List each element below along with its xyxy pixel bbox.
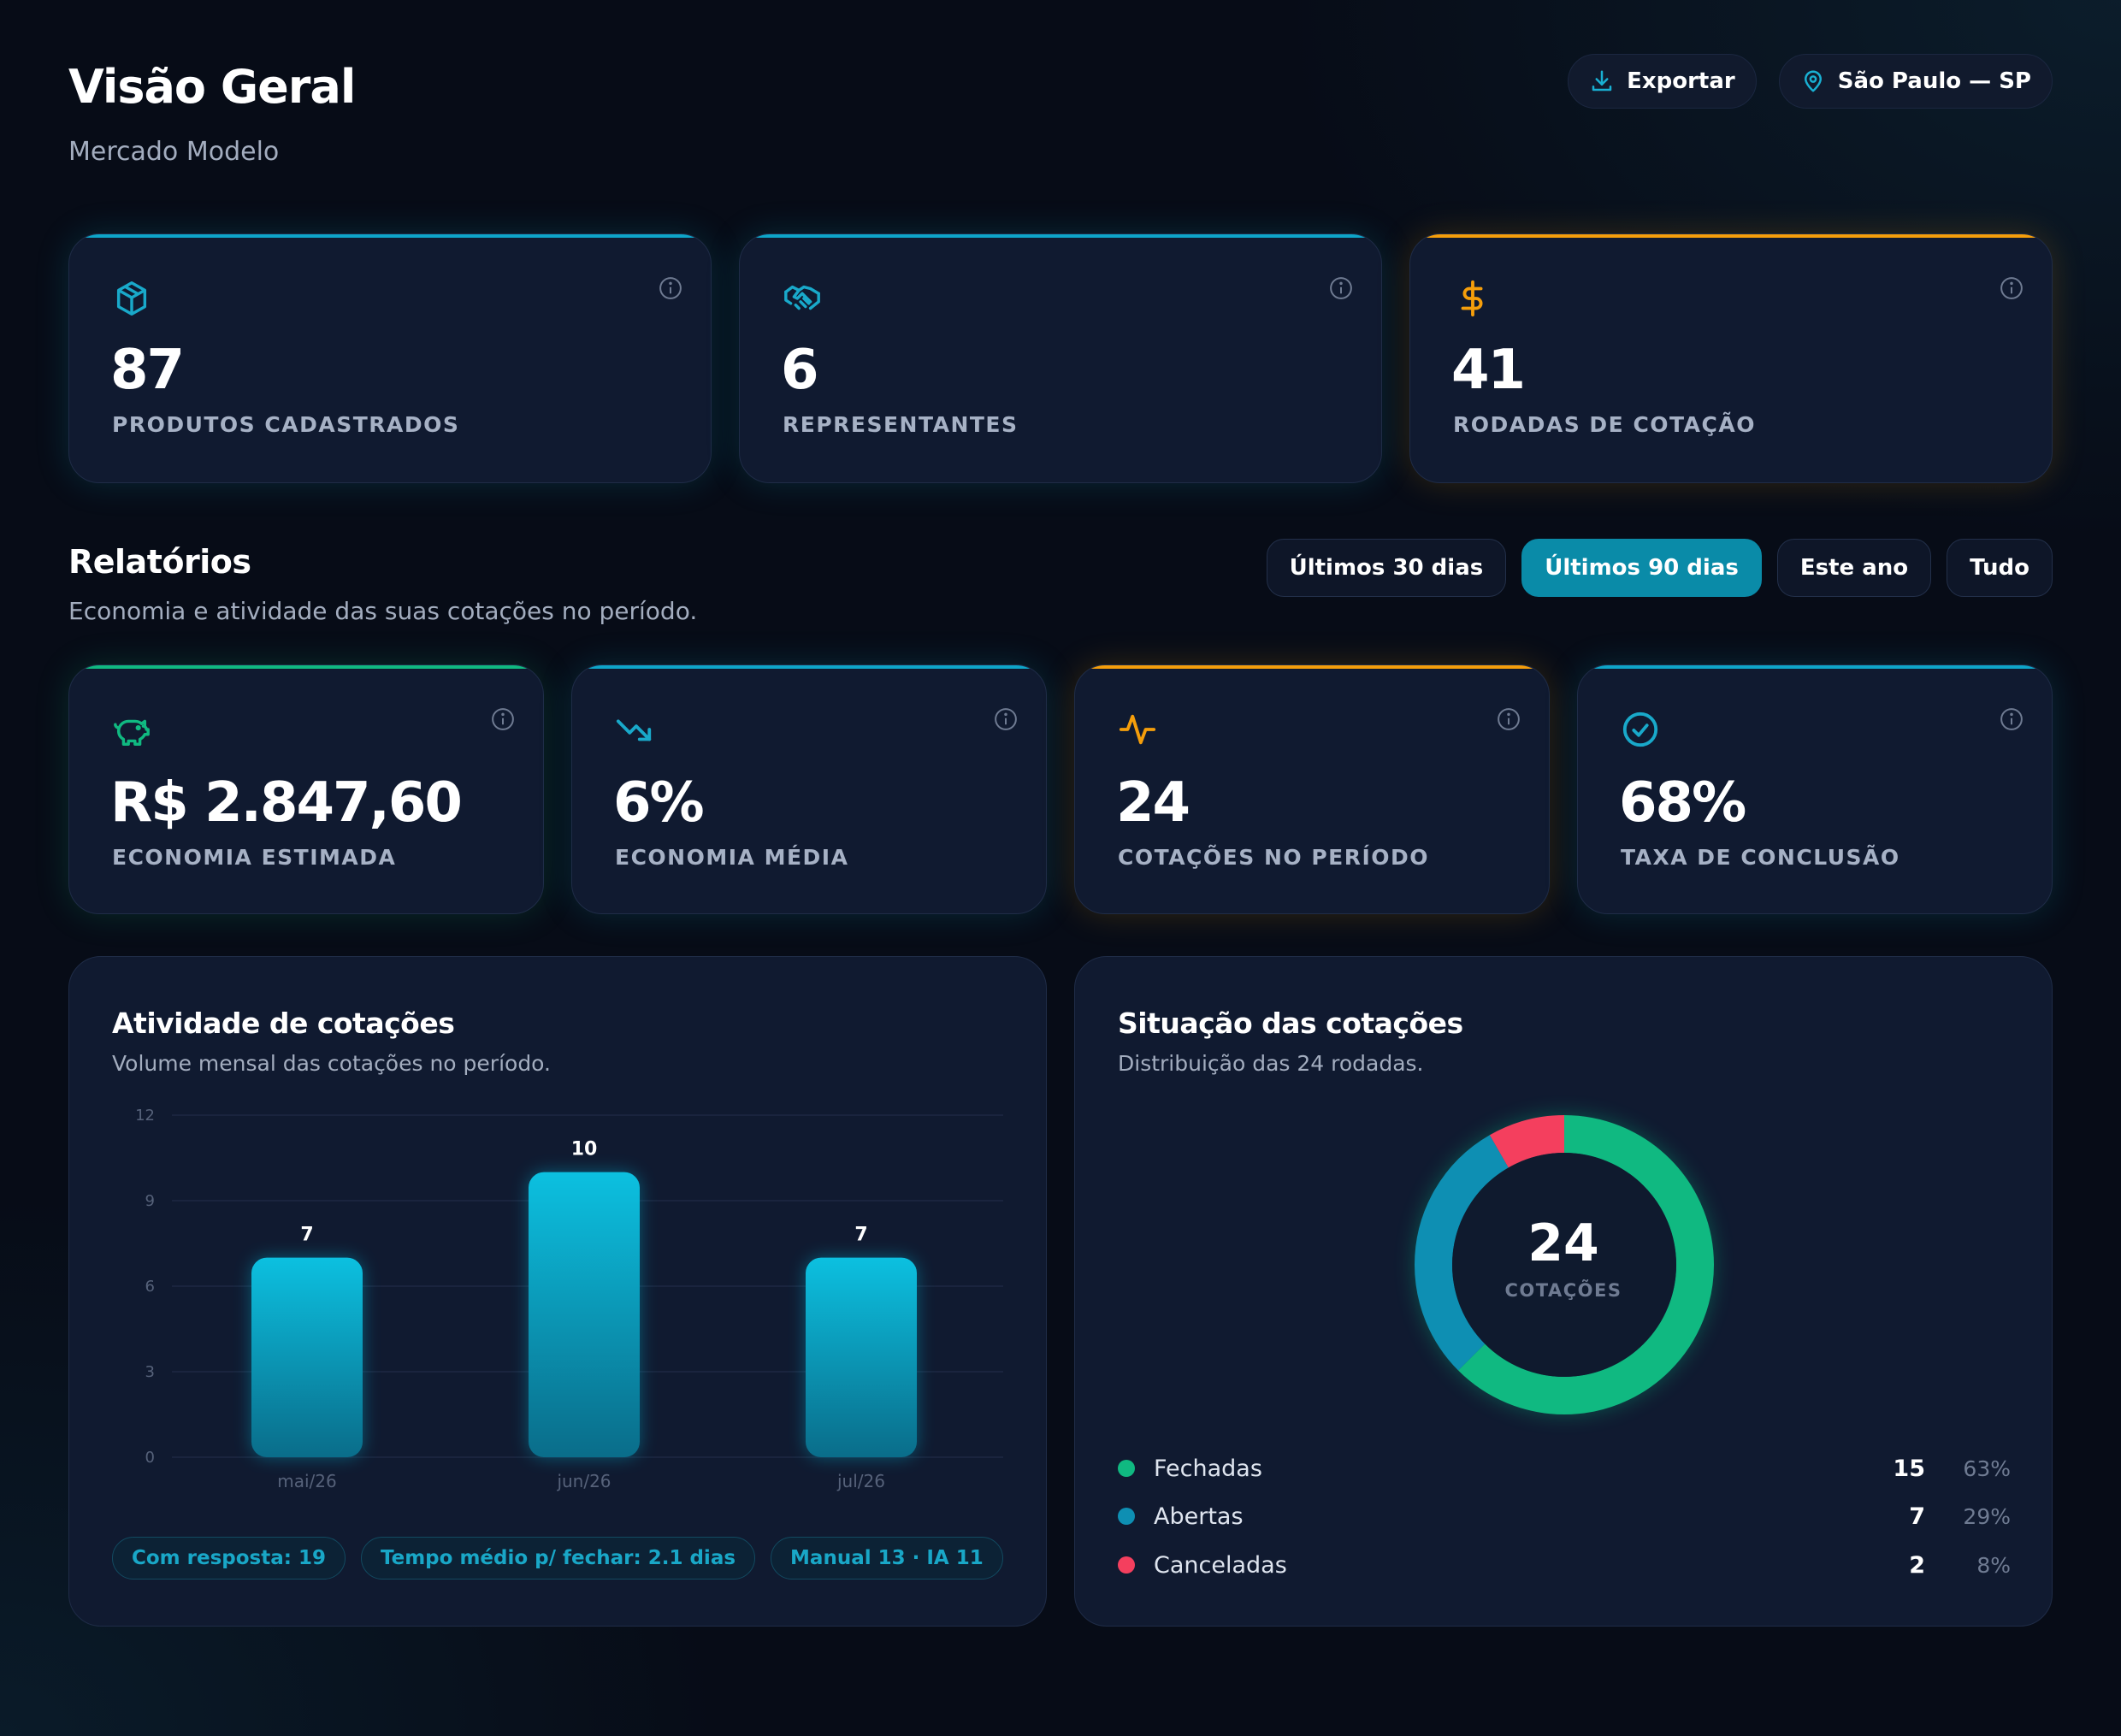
x-tick-label: mai/26 <box>277 1471 336 1491</box>
check-circle-icon <box>1622 712 1658 747</box>
bar-value-label: 10 <box>571 1139 598 1160</box>
legend-label: Canceladas <box>1154 1551 1287 1579</box>
y-tick-label: 9 <box>145 1192 155 1210</box>
export-label: Exportar <box>1627 68 1735 94</box>
stat-value: 87 <box>110 339 185 402</box>
legend-count: 7 <box>1909 1503 1925 1530</box>
legend-count: 15 <box>1893 1455 1925 1482</box>
period-filters: Últimos 30 dias Últimos 90 dias Este ano… <box>1266 539 2053 597</box>
bar[interactable] <box>806 1257 917 1457</box>
legend-dot <box>1118 1508 1135 1525</box>
bar-value-label: 7 <box>300 1225 313 1246</box>
kpi-card-estimated-savings: R$ 2.847,60 ECONOMIA ESTIMADA <box>68 664 544 914</box>
bar[interactable] <box>529 1172 640 1457</box>
filter-this-year[interactable]: Este ano <box>1776 539 1932 597</box>
donut-slice-canceladas[interactable] <box>1415 1115 1714 1414</box>
stat-value: 41 <box>1451 339 1526 402</box>
box-icon <box>116 281 147 316</box>
location-selector[interactable]: São Paulo — SP <box>1778 54 2053 109</box>
stat-value: 68% <box>1619 771 1746 835</box>
status-donut-chart <box>1415 1115 1714 1414</box>
activity-title: Atividade de cotações <box>112 1007 455 1040</box>
stat-value: 6% <box>613 771 705 835</box>
legend-percentage: 8% <box>1976 1552 2011 1578</box>
header-actions: Exportar São Paulo — SP <box>1568 54 2053 109</box>
legend-item-closed: Fechadas 15 63% <box>1118 1451 2011 1485</box>
donut-hole <box>1452 1153 1676 1377</box>
stat-label: PRODUTOS CADASTRADOS <box>112 412 460 437</box>
stat-label: ECONOMIA MÉDIA <box>615 845 849 870</box>
status-title: Situação das cotações <box>1118 1007 1463 1040</box>
stat-value: 6 <box>781 339 819 402</box>
stat-label: REPRESENTANTES <box>783 412 1019 437</box>
donut-slice-abertas[interactable] <box>1415 1115 1714 1414</box>
legend-count: 2 <box>1909 1551 1925 1579</box>
status-legend: Fechadas 15 63% Abertas 7 29% Canceladas… <box>1118 1451 2011 1588</box>
location-label: São Paulo — SP <box>1837 68 2031 94</box>
info-icon[interactable] <box>1496 706 1521 732</box>
y-tick-label: 6 <box>145 1278 155 1296</box>
legend-percentage: 63% <box>1963 1456 2011 1481</box>
y-tick-label: 3 <box>145 1363 155 1381</box>
bar[interactable] <box>251 1257 363 1457</box>
info-icon[interactable] <box>1999 706 2024 732</box>
piggy-bank-icon <box>114 719 150 746</box>
legend-dot <box>1118 1556 1135 1574</box>
activity-subtitle: Volume mensal das cotações no período. <box>112 1051 551 1076</box>
legend-item-canceled: Canceladas 2 8% <box>1118 1548 2011 1582</box>
stat-label: ECONOMIA ESTIMADA <box>112 845 397 870</box>
tag-with-response: Com resposta: 19 <box>112 1537 346 1580</box>
export-button[interactable]: Exportar <box>1568 54 1757 109</box>
info-icon[interactable] <box>993 706 1019 732</box>
summary-card-products: 87 PRODUTOS CADASTRADOS <box>68 233 712 483</box>
filter-last-90-days[interactable]: Últimos 90 dias <box>1521 539 1762 597</box>
page-title: Visão Geral <box>68 60 356 114</box>
activity-icon <box>1119 714 1156 745</box>
kpi-card-average-savings: 6% ECONOMIA MÉDIA <box>571 664 1047 914</box>
status-subtitle: Distribuição das 24 rodadas. <box>1118 1051 1424 1076</box>
filter-last-30-days[interactable]: Últimos 30 dias <box>1266 539 1507 597</box>
legend-label: Fechadas <box>1154 1455 1262 1482</box>
reports-title: Relatórios <box>68 543 251 581</box>
handshake-icon <box>784 285 820 310</box>
legend-percentage: 29% <box>1963 1503 2011 1529</box>
activity-tags: Com resposta: 19 Tempo médio p/ fechar: … <box>112 1537 1003 1580</box>
legend-item-open: Abertas 7 29% <box>1118 1499 2011 1533</box>
download-icon <box>1592 70 1612 92</box>
kpi-card-quotes-in-period: 24 COTAÇÕES NO PERÍODO <box>1074 664 1550 914</box>
map-pin-icon <box>1804 70 1822 92</box>
dollar-icon <box>1461 280 1483 317</box>
tag-manual-vs-ai: Manual 13 · IA 11 <box>771 1537 1003 1580</box>
status-panel: Situação das cotações Distribuição das 2… <box>1074 956 2053 1627</box>
page-subtitle: Mercado Modelo <box>68 137 280 167</box>
activity-panel: Atividade de cotações Volume mensal das … <box>68 956 1047 1627</box>
info-icon[interactable] <box>1999 275 2024 301</box>
tag-average-close-time: Tempo médio p/ fechar: 2.1 dias <box>360 1537 756 1580</box>
y-tick-label: 0 <box>145 1449 155 1467</box>
stat-value: 24 <box>1116 771 1190 835</box>
summary-card-quote-rounds: 41 RODADAS DE COTAÇÃO <box>1409 233 2053 483</box>
info-icon[interactable] <box>490 706 516 732</box>
summary-card-representatives: 6 REPRESENTANTES <box>739 233 1382 483</box>
info-icon[interactable] <box>1328 275 1354 301</box>
trending-down-icon <box>616 719 652 741</box>
stat-label: COTAÇÕES NO PERÍODO <box>1118 845 1430 870</box>
x-tick-label: jul/26 <box>836 1471 885 1491</box>
kpi-card-completion-rate: 68% TAXA DE CONCLUSÃO <box>1577 664 2053 914</box>
legend-dot <box>1118 1460 1135 1477</box>
donut-center-label: COTAÇÕES <box>1504 1280 1622 1301</box>
stat-value: R$ 2.847,60 <box>110 771 463 835</box>
reports-subtitle: Economia e atividade das suas cotações n… <box>68 597 698 625</box>
stat-label: RODADAS DE COTAÇÃO <box>1453 412 1756 437</box>
bar-value-label: 7 <box>854 1225 867 1246</box>
y-tick-label: 12 <box>135 1107 155 1125</box>
legend-label: Abertas <box>1154 1503 1244 1530</box>
info-icon[interactable] <box>658 275 683 301</box>
activity-bar-chart: 0 3 6 9 12 7 mai/26 10 jun/26 7 jul/26 <box>135 1107 1003 1491</box>
donut-center-value: 24 <box>1527 1213 1599 1273</box>
filter-all[interactable]: Tudo <box>1947 539 2053 597</box>
x-tick-label: jun/26 <box>556 1471 611 1491</box>
stat-label: TAXA DE CONCLUSÃO <box>1621 845 1900 870</box>
